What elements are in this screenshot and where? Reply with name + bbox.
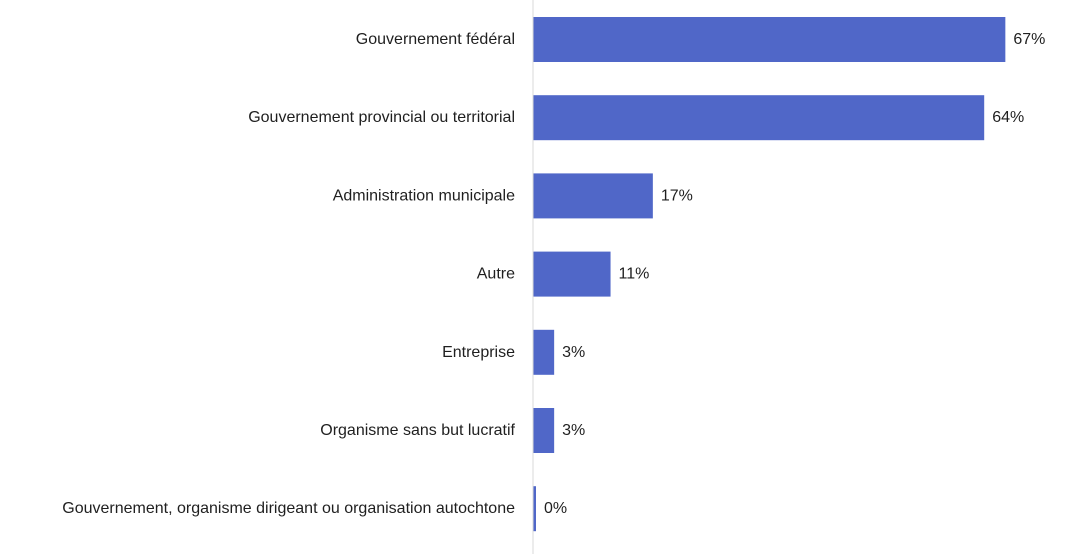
bars-layer — [533, 17, 1006, 532]
bar-4 — [533, 329, 555, 375]
category-label: Gouvernement, organisme dirigeant ou org… — [62, 500, 515, 517]
value-label: 11% — [619, 266, 650, 283]
category-label: Organisme sans but lucratif — [320, 422, 515, 439]
value-labels: 67% 64% 17% 11% 3% 3% 0% — [544, 31, 1045, 517]
value-label: 3% — [562, 344, 585, 361]
bar-2 — [533, 173, 653, 219]
bar-1 — [533, 95, 985, 141]
value-label: 64% — [992, 109, 1024, 126]
value-label: 0% — [544, 500, 567, 517]
bar-5 — [533, 408, 555, 453]
value-label: 3% — [562, 422, 585, 439]
category-labels: Gouvernement fédéral Gouvernement provinc… — [62, 31, 515, 517]
bar-6 — [533, 486, 536, 532]
category-label: Autre — [477, 266, 515, 283]
category-label: Administration municipale — [333, 187, 515, 204]
category-label: Gouvernement fédéral — [356, 31, 515, 48]
category-label: Gouvernement provincial ou territorial — [248, 109, 515, 126]
value-label: 67% — [1013, 31, 1045, 48]
bar-0 — [533, 17, 1006, 62]
value-label: 17% — [661, 187, 693, 204]
bar-3 — [533, 251, 611, 297]
category-label: Entreprise — [442, 344, 515, 361]
